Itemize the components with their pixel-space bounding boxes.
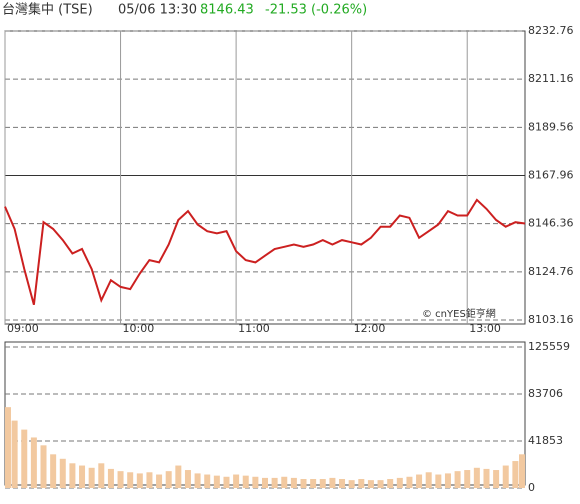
volume-bar bbox=[156, 474, 163, 488]
price-line bbox=[4, 198, 526, 305]
volume-bar bbox=[281, 476, 288, 488]
volume-bar bbox=[502, 465, 509, 488]
volume-bar bbox=[519, 454, 525, 488]
y-tick-label: 0 bbox=[528, 481, 535, 494]
volume-bar bbox=[242, 475, 249, 488]
volume-bar bbox=[367, 480, 374, 488]
volume-bar bbox=[79, 465, 86, 488]
volume-bar bbox=[262, 477, 268, 488]
volume-bar bbox=[464, 470, 471, 488]
y-tick-label: 41853 bbox=[528, 434, 563, 447]
volume-bar bbox=[319, 479, 326, 488]
volume-bar bbox=[107, 468, 114, 488]
volume-bar bbox=[396, 477, 403, 488]
volume-bar bbox=[11, 420, 18, 488]
price-frame bbox=[4, 30, 526, 325]
volume-bar bbox=[146, 472, 153, 488]
volume-bar bbox=[204, 474, 211, 488]
volume-bar bbox=[339, 479, 346, 488]
volume-bar bbox=[223, 476, 230, 488]
volume-bar bbox=[348, 480, 355, 488]
volume-bar bbox=[454, 471, 461, 488]
y-tick-label: 8211.16 bbox=[528, 72, 574, 85]
watermark: © cnYES鉅亨網 bbox=[422, 307, 496, 320]
y-tick-label: 8124.76 bbox=[528, 265, 574, 278]
volume-bar bbox=[271, 477, 278, 488]
x-tick-label: 10:00 bbox=[123, 322, 155, 335]
y-tick-label: 8146.36 bbox=[528, 217, 574, 230]
volume-bar bbox=[473, 467, 480, 488]
volume-bar bbox=[117, 471, 124, 488]
y-tick-label: 8189.56 bbox=[528, 120, 574, 133]
index-title: 台灣集中 (TSE) bbox=[2, 2, 93, 18]
y-tick-label: 8103.16 bbox=[528, 313, 574, 326]
volume-frame bbox=[4, 341, 526, 486]
volume-bar bbox=[127, 472, 134, 488]
volume-bar bbox=[213, 475, 220, 488]
volume-bar bbox=[416, 474, 423, 488]
volume-bar bbox=[310, 479, 317, 488]
volume-bar bbox=[377, 480, 384, 488]
volume-bar bbox=[69, 463, 76, 488]
volume-bar bbox=[435, 474, 442, 488]
volume-bar bbox=[136, 473, 143, 488]
y-tick-label: 125559 bbox=[528, 340, 570, 353]
price-change: -21.53 (-0.26%) bbox=[265, 3, 367, 18]
volume-bar bbox=[300, 479, 307, 488]
volume-bar bbox=[512, 461, 519, 488]
x-tick-label: 13:00 bbox=[469, 322, 501, 335]
volume-bar bbox=[175, 465, 182, 488]
volume-bar bbox=[165, 471, 172, 488]
volume-bar bbox=[88, 467, 95, 488]
volume-bar bbox=[184, 470, 191, 488]
volume-bar bbox=[406, 476, 413, 488]
y-tick-label: 8232.76 bbox=[528, 24, 574, 37]
volume-bar bbox=[5, 407, 11, 488]
quote-time: 05/06 13:30 bbox=[118, 3, 197, 18]
volume-bar bbox=[252, 476, 259, 488]
volume-bar bbox=[483, 468, 490, 488]
x-tick-label: 12:00 bbox=[354, 322, 386, 335]
volume-bar bbox=[40, 445, 47, 488]
volume-bar bbox=[387, 479, 394, 488]
x-tick-label: 11:00 bbox=[238, 322, 270, 335]
x-tick-label: 09:00 bbox=[7, 322, 39, 335]
volume-bar bbox=[493, 470, 500, 488]
last-price: 8146.43 bbox=[200, 3, 254, 18]
volume-bar bbox=[98, 463, 105, 488]
volume-bar bbox=[290, 477, 297, 488]
volume-bar bbox=[30, 437, 37, 488]
volume-bar bbox=[59, 458, 66, 488]
volume-bar bbox=[329, 477, 336, 488]
volume-bar bbox=[358, 479, 365, 488]
volume-bar bbox=[21, 429, 28, 488]
volume-bar bbox=[425, 472, 432, 488]
volume-bar bbox=[233, 474, 240, 488]
volume-bar bbox=[50, 454, 57, 488]
volume-bar bbox=[194, 473, 201, 488]
volume-bar bbox=[444, 473, 451, 488]
y-tick-label: 8167.96 bbox=[528, 169, 574, 182]
y-tick-label: 83706 bbox=[528, 387, 563, 400]
